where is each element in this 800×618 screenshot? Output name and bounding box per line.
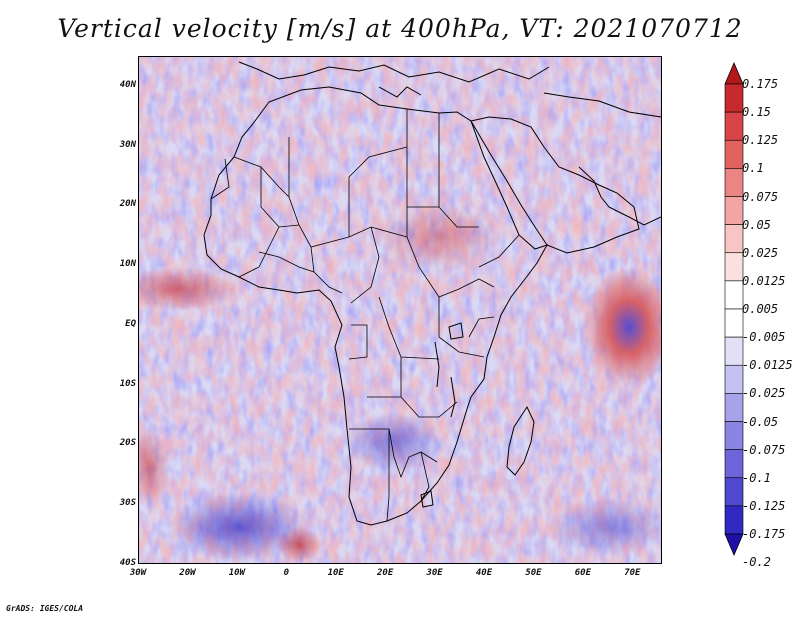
arabia-coastline <box>470 116 640 254</box>
lon-tick-label: 30E <box>426 568 443 578</box>
colorbar-segment <box>724 477 744 507</box>
lat-tick-label: 40N <box>119 79 136 90</box>
colorbar-segment <box>724 83 744 113</box>
lon-tick-label: 0 <box>283 568 289 578</box>
colorbar-label: -0.005 <box>742 330 786 345</box>
colorbar-segment <box>724 449 744 479</box>
colorbar-label: 0.15 <box>742 105 771 120</box>
colorbar-segment <box>724 280 744 310</box>
colorbar-segment <box>724 336 744 366</box>
colorbar-segment <box>724 111 744 141</box>
colorbar-label: -0.125 <box>742 498 786 513</box>
map-plot <box>138 56 662 564</box>
lon-tick-label: 20W <box>179 568 196 578</box>
lat-tick-label: 20S <box>119 438 136 449</box>
colorbar-label: -0.175 <box>742 527 786 541</box>
lon-tick-label: 30W <box>129 568 147 578</box>
colorbar-label: 0.05 <box>742 217 771 232</box>
lat-tick-label: 40S <box>119 558 136 568</box>
blue-anomaly-south <box>169 492 309 562</box>
colorbar-label: -0.075 <box>742 442 786 457</box>
colorbar-segment <box>724 224 744 254</box>
colorbar-label: -0.05 <box>742 414 779 429</box>
lon-tick-label: 70E <box>624 568 641 578</box>
colorbar-label: 0.175 <box>742 77 779 91</box>
red-anomaly-west <box>139 267 239 311</box>
page-title: Vertical velocity [m/s] at 400hPa, VT: 2… <box>57 14 743 43</box>
lakes <box>420 322 464 508</box>
lon-tick-label: 50E <box>525 568 542 578</box>
colorbar-label: 0.0125 <box>742 273 786 288</box>
colorbar-label: -0.1 <box>742 470 771 485</box>
colorbar-segment <box>724 421 744 450</box>
colorbar-segment <box>724 505 744 535</box>
colorbar-label: -0.0125 <box>742 358 793 373</box>
lon-tick-label: 10E <box>327 568 344 578</box>
colorbar-top-arrow <box>724 62 744 85</box>
velocity-field <box>139 57 661 563</box>
colorbar-segment <box>724 252 744 282</box>
lat-tick-label: EQ <box>125 318 136 329</box>
colorbar <box>724 62 744 556</box>
colorbar-label: 0.1 <box>742 161 764 176</box>
lon-tick-label: 60E <box>574 568 592 578</box>
madagascar-coastline <box>506 405 535 476</box>
lon-tick-label: 10W <box>228 568 245 578</box>
colorbar-segment <box>724 196 744 225</box>
colorbar-segment <box>724 364 744 394</box>
colorbar-label: -0.2 <box>742 555 771 570</box>
colorbar-label: 0.025 <box>742 245 779 260</box>
colorbar-label: 0.005 <box>742 302 779 316</box>
colorbar-label: 0.125 <box>742 133 779 148</box>
lat-tick-label: 10N <box>119 259 136 270</box>
colorbar-segment <box>724 393 744 422</box>
lat-tick-label: 30N <box>119 139 136 150</box>
lon-tick-label: 20E <box>377 568 394 578</box>
lat-tick-label: 20N <box>119 199 136 210</box>
colorbar-segment <box>724 139 744 169</box>
colorbar-label: -0.025 <box>742 386 786 401</box>
colorbar-segment <box>724 168 744 197</box>
colorbar-segment <box>724 308 744 338</box>
lon-tick-label: 40E <box>475 568 493 578</box>
colorbar-label: 0.075 <box>742 189 779 204</box>
colorbar-bottom-arrow <box>724 533 744 556</box>
lat-tick-label: 10S <box>119 378 136 389</box>
map-canvas <box>139 57 661 563</box>
cyclone-feature <box>584 267 661 387</box>
footer-credit: GrADS: IGES/COLA <box>6 604 84 613</box>
country-borders <box>210 109 520 522</box>
lat-tick-label: 30S <box>119 498 136 509</box>
